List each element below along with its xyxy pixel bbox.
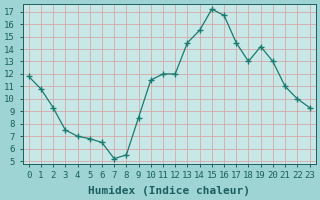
X-axis label: Humidex (Indice chaleur): Humidex (Indice chaleur) (88, 186, 250, 196)
